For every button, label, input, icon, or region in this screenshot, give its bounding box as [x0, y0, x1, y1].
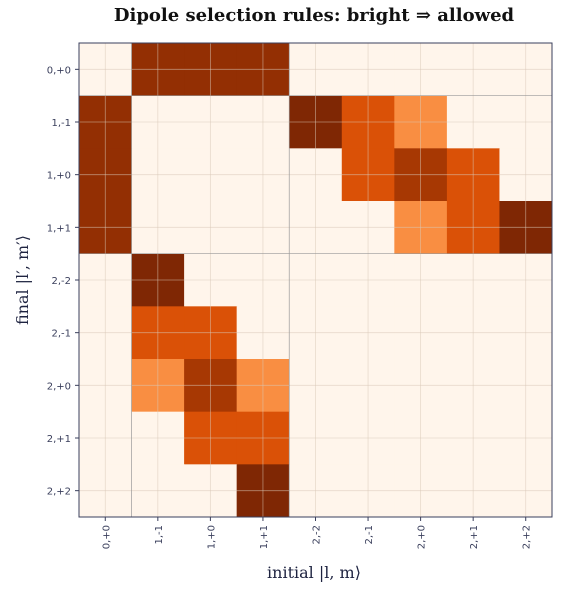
x-tick-label: 2,+1: [469, 525, 480, 549]
y-tick-label: 0,+0: [47, 65, 71, 76]
y-axis-label: final |l′, m′⟩: [13, 235, 32, 325]
y-tick-label: 2,-2: [51, 276, 71, 287]
chart-title: Dipole selection rules: bright ⇒ allowed: [114, 5, 515, 26]
x-tick-label: 2,+0: [417, 525, 428, 549]
x-tick-label: 2,+2: [522, 525, 533, 549]
y-tick-label: 2,+1: [47, 434, 71, 445]
y-tick-label: 2,-1: [51, 329, 71, 340]
x-tick-label: 2,-1: [364, 525, 375, 545]
y-tick-label: 1,+1: [47, 223, 71, 234]
x-tick-label: 0,+0: [101, 525, 112, 549]
x-tick-label: 1,+0: [206, 525, 217, 549]
x-axis-label: initial |l, m⟩: [267, 563, 361, 582]
x-tick-label: 1,-1: [154, 525, 165, 545]
y-tick-label: 2,+0: [47, 381, 71, 392]
x-tick-label: 1,+1: [259, 525, 270, 549]
x-tick-label: 2,-2: [312, 525, 323, 545]
y-tick-label: 1,-1: [51, 118, 71, 129]
y-tick-label: 1,+0: [47, 171, 71, 182]
y-tick-label: 2,+2: [47, 487, 71, 498]
